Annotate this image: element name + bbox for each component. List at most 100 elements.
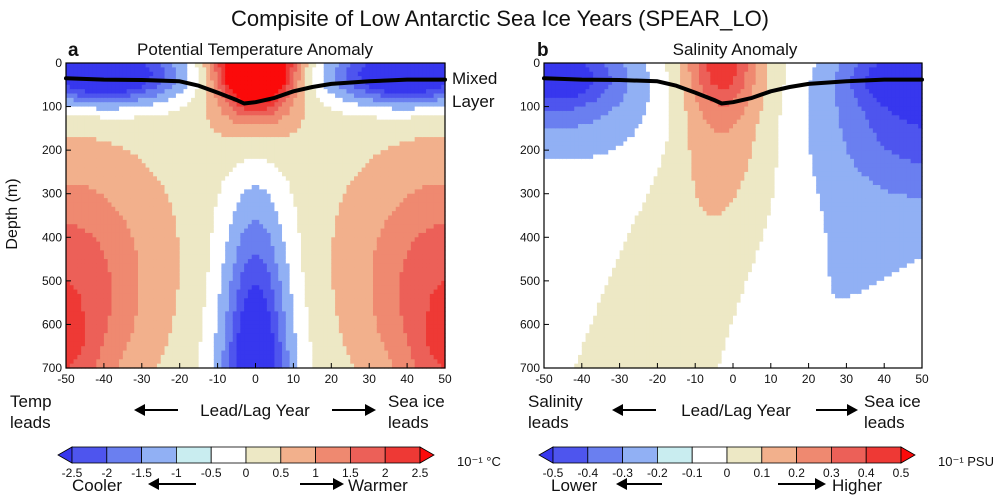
heat-cell (96, 320, 101, 326)
heat-cell (198, 137, 204, 143)
heat-cell (202, 232, 207, 238)
heat-cell (156, 307, 162, 312)
heat-cell (263, 263, 268, 269)
heat-cell (160, 80, 166, 86)
heat-cell (172, 224, 177, 230)
heat-cell (187, 354, 192, 360)
heat-cell (221, 67, 226, 73)
heat-cell (221, 320, 226, 326)
heat-cell (156, 289, 162, 295)
heat-cell (259, 267, 264, 273)
heat-cell (119, 224, 124, 230)
heat-cell (266, 67, 272, 73)
heat-cell (69, 206, 75, 212)
heat-cell (92, 307, 97, 312)
heat-cell (244, 237, 249, 243)
heat-cell (149, 285, 154, 291)
heat-cell (270, 259, 276, 265)
heat-cell (191, 67, 196, 73)
heat-cell (232, 363, 238, 369)
heat-cell (263, 128, 268, 134)
heat-cell (327, 293, 332, 299)
heat-cell (187, 110, 192, 116)
heat-cell (153, 106, 158, 112)
heat-cell (145, 237, 150, 243)
heat-cell (73, 202, 78, 208)
heat-cell (316, 272, 321, 278)
heat-cell (191, 167, 196, 173)
heat-cell (73, 119, 78, 125)
heat-cell (240, 150, 245, 156)
heat-cell (172, 337, 177, 343)
heat-cell (206, 176, 211, 182)
heat-cell (285, 132, 291, 138)
heat-cell (232, 241, 238, 247)
heat-cell (232, 272, 238, 278)
heat-cell (77, 254, 82, 260)
heat-cell (156, 158, 162, 164)
heat-cell (175, 119, 181, 125)
heat-cell (331, 198, 336, 204)
heat-cell (77, 193, 82, 199)
heat-cell (179, 115, 185, 121)
heat-cell (100, 254, 105, 260)
heat-cell (270, 293, 276, 299)
heat-cell (282, 363, 287, 369)
heat-cell (206, 150, 211, 156)
heat-cell (312, 93, 317, 99)
heat-cell (73, 254, 78, 260)
heat-cell (278, 341, 283, 347)
heat-cell (247, 246, 253, 251)
heat-cell (84, 89, 90, 95)
heat-cell (107, 89, 113, 95)
heat-cell (111, 176, 116, 182)
heat-cell (304, 137, 310, 143)
heat-cell (198, 193, 204, 199)
heat-cell (66, 193, 71, 199)
heat-cell (103, 97, 109, 103)
heat-cell (103, 302, 109, 308)
heat-cell (232, 132, 238, 138)
heat-cell (179, 189, 185, 195)
heat-cell (225, 110, 230, 116)
heat-cell (172, 341, 177, 347)
heat-cell (225, 320, 230, 326)
heat-cell (285, 359, 291, 365)
heat-cell (210, 307, 215, 312)
heat-cell (134, 63, 139, 68)
heat-cell (300, 158, 306, 164)
heat-cell (282, 84, 287, 90)
heat-cell (141, 359, 147, 365)
heat-cell (244, 150, 249, 156)
heat-cell (183, 232, 188, 238)
heat-cell (251, 180, 257, 186)
heat-cell (244, 219, 249, 225)
heat-cell (202, 128, 207, 134)
heat-cell (119, 328, 124, 334)
heat-cell (323, 237, 329, 243)
heat-cell (228, 137, 234, 143)
heat-cell (156, 202, 162, 208)
heat-cell (88, 315, 94, 321)
heat-cell (259, 63, 264, 68)
heat-cell (240, 71, 245, 77)
heat-cell (327, 202, 332, 208)
heat-cell (228, 363, 234, 369)
heat-cell (84, 276, 90, 282)
heat-cell (319, 180, 325, 186)
heat-cell (122, 89, 128, 95)
heat-cell (270, 106, 276, 112)
heat-cell (164, 141, 169, 147)
heat-cell (160, 280, 166, 286)
heat-cell (319, 154, 325, 160)
heat-cell (319, 341, 325, 347)
heat-cell (213, 137, 219, 143)
heat-cell (84, 246, 90, 251)
heat-cell (319, 276, 325, 282)
heat-cell (84, 232, 90, 238)
heat-cell (77, 224, 82, 230)
heat-cell (202, 198, 207, 204)
heat-cell (198, 110, 204, 116)
heat-cell (240, 276, 245, 282)
heat-cell (191, 337, 196, 343)
